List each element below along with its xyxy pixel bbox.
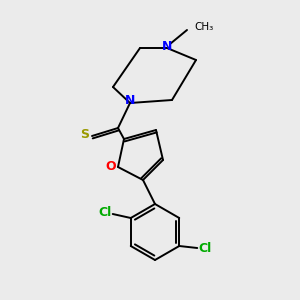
Text: O: O — [106, 160, 116, 173]
Text: Cl: Cl — [199, 242, 212, 254]
Text: S: S — [80, 128, 89, 142]
Text: CH₃: CH₃ — [194, 22, 213, 32]
Text: N: N — [162, 40, 172, 52]
Text: N: N — [125, 94, 135, 107]
Text: Cl: Cl — [98, 206, 111, 220]
